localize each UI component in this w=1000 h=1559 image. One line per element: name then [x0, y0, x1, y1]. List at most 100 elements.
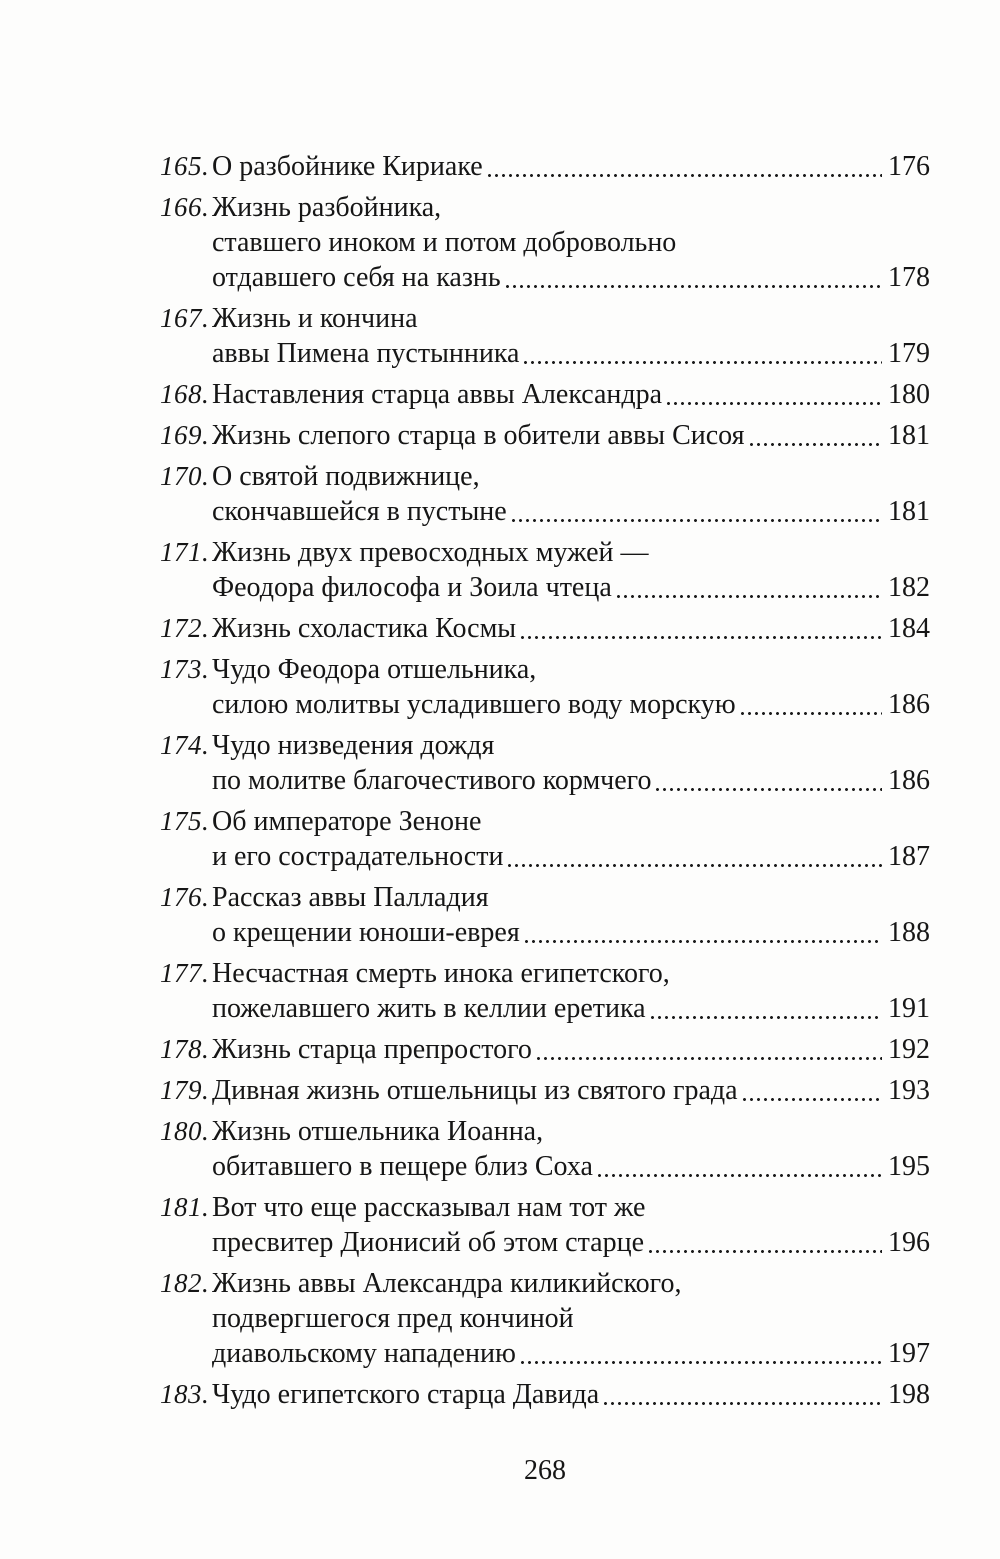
entry-title-line: Чудо низведения дождя — [212, 730, 495, 761]
toc-entry: 167. Жизнь и кончина аввы Пимена пустынник… — [160, 301, 930, 371]
entry-number: 167. — [160, 303, 210, 333]
entry-title-line: Жизнь разбойника, — [212, 192, 442, 223]
entry-page-number: 184 — [888, 613, 930, 644]
entry-title: О разбойнике Кириаке 176 — [212, 149, 930, 184]
entry-title-line: Чудо Феодора отшельника, — [212, 654, 537, 685]
dot-leader — [511, 519, 882, 522]
entry-title: Жизнь двух превосходных мужей — Феодора ф… — [212, 535, 930, 605]
entry-page-number: 191 — [888, 993, 930, 1024]
entry-title: Чудо низведения дождя по молитве благочес… — [212, 728, 930, 798]
entry-title-text: пожелавшего жить в келлии еретика — [212, 993, 646, 1024]
entry-title: Жизнь и кончина аввы Пимена пустынника 179 — [212, 301, 930, 371]
entry-title-line: Жизнь слепого старца в обители аввы Сисо… — [212, 418, 930, 453]
entry-title-text: по молитве благочестивого кормчего — [212, 765, 652, 796]
entry-title-line: Вот что еще рассказывал нам тот же — [212, 1192, 646, 1223]
entry-page-number: 186 — [888, 765, 930, 796]
entry-title-text: Жизнь старца препростого — [212, 1034, 532, 1065]
entry-page-number: 188 — [888, 917, 930, 948]
dot-leader — [616, 595, 882, 598]
footer-page-number: 268 — [524, 1455, 566, 1486]
entry-number: 169. — [160, 420, 210, 450]
toc-entry: 177. Несчастная смерть инока египетского,… — [160, 956, 930, 1026]
entry-number: 165. — [160, 151, 210, 181]
entry-title: О святой подвижнице, скончавшейся в пусты… — [212, 459, 930, 529]
entry-title: Чудо Феодора отшельника, силою молитвы ус… — [212, 652, 930, 722]
entry-number: 179. — [160, 1075, 210, 1105]
dot-leader — [524, 361, 882, 364]
toc-entry: 170. О святой подвижнице, скончавшейся в п… — [160, 459, 930, 529]
dot-leader — [749, 443, 882, 446]
entry-title-line: по молитве благочестивого кормчего 186 — [212, 763, 930, 798]
entry-title-line: Наставления старца аввы Александра 180 — [212, 377, 930, 412]
entry-title-text: о крещении юноши-еврея — [212, 917, 520, 948]
entry-number: 182. — [160, 1268, 210, 1298]
entry-title: Об императоре Зеноне и его сострадательно… — [212, 804, 930, 874]
entry-page-number: 186 — [888, 689, 930, 720]
dot-leader — [524, 940, 882, 943]
entry-number: 177. — [160, 958, 210, 988]
entry-page-number: 178 — [888, 262, 930, 293]
entry-title-line: обитавшего в пещере близ Соха 195 — [212, 1149, 930, 1184]
toc-entry: 176. Рассказ аввы Палладия о крещении юнош… — [160, 880, 930, 950]
entry-title-line: О разбойнике Кириаке 176 — [212, 149, 930, 184]
entry-title: Несчастная смерть инока египетского, поже… — [212, 956, 930, 1026]
entry-title-text: Наставления старца аввы Александра — [212, 379, 663, 410]
toc-entry: 179. Дивная жизнь отшельницы из святого г… — [160, 1073, 930, 1108]
toc-entry: 165. О разбойнике Кириаке 176 — [160, 149, 930, 184]
entry-page-number: 192 — [888, 1034, 930, 1065]
entry-title-text: Феодора философа и Зоила чтеца — [212, 572, 612, 603]
entry-title-line: Жизнь двух превосходных мужей — — [212, 537, 649, 568]
dot-leader — [505, 285, 882, 288]
dot-leader — [650, 1016, 882, 1019]
entry-title-text: Жизнь слепого старца в обители аввы Сисо… — [212, 420, 745, 451]
entry-number: 175. — [160, 806, 210, 836]
entry-title-line: аввы Пимена пустынника 179 — [212, 336, 930, 371]
entry-title-line: Дивная жизнь отшельницы из святого града… — [212, 1073, 930, 1108]
entry-title: Жизнь схоластика Космы 184 — [212, 611, 930, 646]
toc-entry: 168. Наставления старца аввы Александра 18… — [160, 377, 930, 412]
entry-page-number: 197 — [888, 1338, 930, 1369]
entry-title-line: ставшего иноком и потом добровольно — [212, 227, 677, 258]
entry-number: 181. — [160, 1192, 210, 1222]
entry-title-line: Жизнь аввы Александра киликийского, — [212, 1268, 682, 1299]
toc-entry: 183. Чудо египетского старца Давида 198 — [160, 1377, 930, 1412]
entry-title-line: пожелавшего жить в келлии еретика 191 — [212, 991, 930, 1026]
entry-title-line: о крещении юноши-еврея 188 — [212, 915, 930, 950]
dot-leader — [649, 1250, 882, 1253]
toc-entry: 180. Жизнь отшельника Иоанна, обитавшего в… — [160, 1114, 930, 1184]
entry-page-number: 182 — [888, 572, 930, 603]
entry-title-line: Жизнь и кончина — [212, 303, 418, 334]
entry-title-line: и его сострадательности 187 — [212, 839, 930, 874]
dot-leader — [656, 788, 882, 791]
dot-leader — [604, 1402, 882, 1405]
entry-title-text: силою молитвы усладившего воду морскую — [212, 689, 736, 720]
entry-page-number: 196 — [888, 1227, 930, 1258]
entry-title-text: О разбойнике Кириаке — [212, 151, 483, 182]
toc-entry: 182. Жизнь аввы Александра киликийского, п… — [160, 1266, 930, 1371]
entry-title-text: пресвитер Дионисий об этом старце — [212, 1227, 645, 1258]
entry-number: 168. — [160, 379, 210, 409]
entry-number: 172. — [160, 613, 210, 643]
entry-page-number: 181 — [888, 496, 930, 527]
entry-title-text: Чудо египетского старца Давида — [212, 1379, 600, 1410]
entry-title: Жизнь отшельника Иоанна, обитавшего в пещ… — [212, 1114, 930, 1184]
entry-title-line: Жизнь отшельника Иоанна, — [212, 1116, 544, 1147]
entry-title-text: и его сострадательности — [212, 841, 504, 872]
entry-title-text: Жизнь схоластика Космы — [212, 613, 517, 644]
toc-entry: 181. Вот что еще рассказывал нам тот же пр… — [160, 1190, 930, 1260]
entry-number: 171. — [160, 537, 210, 567]
entry-title-line: Чудо египетского старца Давида 198 — [212, 1377, 930, 1412]
toc-entry: 175. Об императоре Зеноне и его сострадате… — [160, 804, 930, 874]
entry-number: 178. — [160, 1034, 210, 1064]
dot-leader — [487, 174, 882, 177]
entry-title: Дивная жизнь отшельницы из святого града… — [212, 1073, 930, 1108]
entry-title-line: Рассказ аввы Палладия — [212, 882, 489, 913]
entry-page-number: 195 — [888, 1151, 930, 1182]
entry-title: Жизнь разбойника, ставшего иноком и потом… — [212, 190, 930, 295]
entry-title: Наставления старца аввы Александра 180 — [212, 377, 930, 412]
dot-leader — [667, 402, 882, 405]
entry-title-line: скончавшейся в пустыне 181 — [212, 494, 930, 529]
entry-page-number: 180 — [888, 379, 930, 410]
entry-number: 170. — [160, 461, 210, 491]
